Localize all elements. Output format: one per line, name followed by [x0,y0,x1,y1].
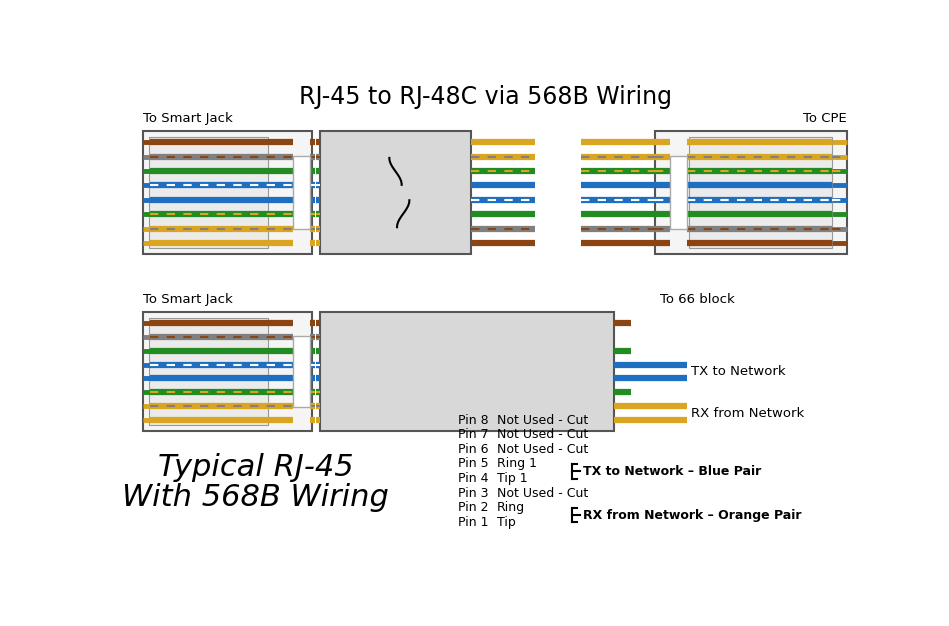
Text: Pin 5: Pin 5 [458,458,489,471]
Bar [293,336,310,407]
Text: Pin 8: Pin 8 [458,414,489,426]
Text: Pin 6: Pin 6 [458,443,489,456]
Text: Pin 3: Pin 3 [458,487,489,500]
Text: Pin 2: Pin 2 [458,501,489,515]
Text: Tip 1: Tip 1 [496,472,528,485]
Text: TX to Network – Blue Pair: TX to Network – Blue Pair [583,464,761,478]
Text: Not Used - Cut: Not Used - Cut [496,443,588,456]
Text: Typical RJ-45: Typical RJ-45 [158,453,354,482]
Bar [142,312,312,431]
Text: Not Used - Cut: Not Used - Cut [496,428,588,441]
Text: TX to Network: TX to Network [691,365,786,378]
Text: Pin 7: Pin 7 [458,428,489,441]
Text: To Smart Jack: To Smart Jack [142,112,233,125]
Text: To Smart Jack: To Smart Jack [142,293,233,306]
Bar [142,131,312,254]
Text: Ring: Ring [496,501,525,515]
Bar [149,138,268,248]
Text: Not Used - Cut: Not Used - Cut [496,414,588,426]
Text: Ring 1: Ring 1 [496,458,537,471]
Bar [293,156,310,229]
Text: RJ-45 to RJ-48C via 568B Wiring: RJ-45 to RJ-48C via 568B Wiring [300,85,673,109]
Text: RX from Network: RX from Network [691,407,804,419]
Text: RX from Network – Orange Pair: RX from Network – Orange Pair [583,509,802,521]
Bar [655,131,847,254]
Text: Pin 4: Pin 4 [458,472,489,485]
Text: To CPE: To CPE [804,112,847,125]
Text: Pin 1: Pin 1 [458,516,489,529]
Text: Not Used - Cut: Not Used - Cut [496,487,588,500]
Bar [689,138,831,248]
Bar [149,319,268,424]
Bar [320,312,614,431]
Bar [670,156,687,229]
Text: To 66 block: To 66 block [660,293,735,306]
Bar [320,131,472,254]
Text: With 568B Wiring: With 568B Wiring [122,483,389,511]
Text: Tip: Tip [496,516,515,529]
